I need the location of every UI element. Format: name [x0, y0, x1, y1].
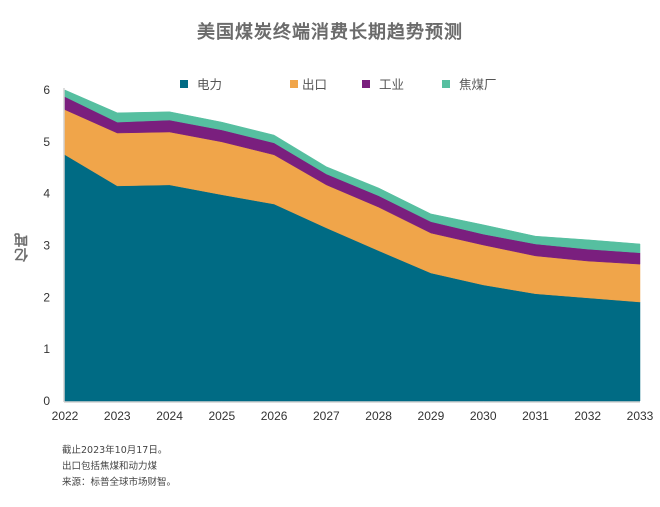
x-tick-label: 2029: [418, 409, 445, 423]
x-tick-label: 2024: [156, 409, 183, 423]
area-coke: [64, 89, 641, 254]
x-tick-label: 2026: [261, 409, 288, 423]
x-tick-label: 2030: [470, 409, 497, 423]
y-tick-label: 6: [43, 83, 50, 97]
legend-item-coke: 焦煤厂: [442, 74, 497, 93]
y-tick-label: 0: [43, 394, 50, 408]
x-tick-label: 2022: [52, 409, 79, 423]
footnote-source: 来源：标普全球市场财智。: [62, 477, 177, 488]
x-tick-label: 2027: [313, 409, 340, 423]
y-tick-label: 4: [43, 187, 50, 201]
legend-label-export: 出口: [302, 77, 328, 92]
y-tick-label: 5: [43, 135, 50, 149]
legend-label-electric: 电力: [197, 77, 223, 92]
x-tick-labels: 2022 2023 2024 2025 2026 2027 2028 2029 2030 2031…: [52, 409, 654, 423]
legend-item-industrial: 工业: [362, 74, 404, 93]
legend-item-electric: 电力: [180, 74, 222, 93]
legend-swatch-electric: [180, 79, 188, 88]
footnotes: 截止2023年10月17日。 出口包括焦煤和动力煤 来源：标普全球市场财智。: [62, 443, 176, 491]
legend-label-industrial: 工业: [379, 77, 405, 92]
legend-item-export: 出口: [290, 74, 327, 93]
x-tick-label: 2028: [365, 409, 392, 423]
x-tick-label: 2023: [104, 409, 131, 423]
legend-swatch-industrial: [362, 79, 370, 88]
footnote-export: 出口包括焦煤和动力煤: [62, 461, 158, 472]
legend-swatch-export: [290, 79, 298, 88]
x-tick-label: 2033: [627, 409, 654, 423]
y-tick-label: 3: [43, 239, 50, 253]
legend-swatch-coke: [442, 79, 450, 88]
chart-title: 美国煤炭终端消费长期趋势预测: [197, 22, 463, 43]
y-tick-labels: 0 1 2 3 4 5 6: [43, 83, 50, 408]
y-tick-label: 1: [43, 342, 50, 356]
footnote-date: 截止2023年10月17日。: [62, 445, 168, 456]
legend-label-coke: 焦煤厂: [459, 77, 497, 92]
area-layers: [64, 89, 641, 402]
y-tick-label: 2: [43, 290, 50, 304]
x-tick-label: 2032: [574, 409, 601, 423]
x-tick-label: 2025: [208, 409, 235, 423]
x-tick-label: 2031: [522, 409, 549, 423]
